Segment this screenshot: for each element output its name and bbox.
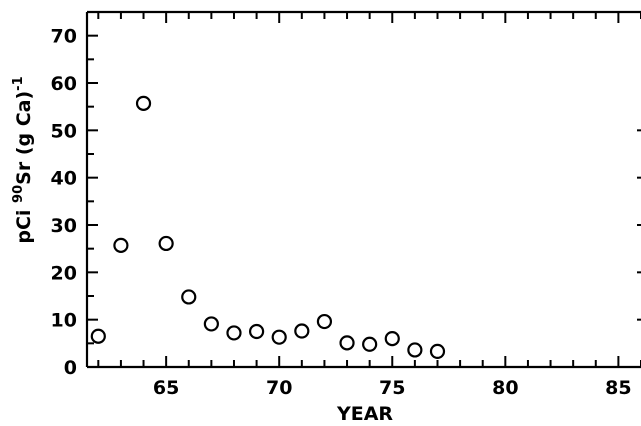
y-tick-label: 30 — [51, 215, 77, 237]
x-axis-title: YEAR — [336, 403, 393, 425]
y-tick-label: 40 — [51, 168, 77, 190]
x-tick-label: 85 — [605, 377, 631, 399]
y-tick-label: 60 — [51, 73, 77, 95]
data-point — [203, 316, 219, 332]
data-point — [429, 343, 446, 359]
x-tick-label: 75 — [379, 377, 405, 399]
data-point — [316, 313, 333, 330]
plot-frame — [85, 10, 641, 369]
data-point — [294, 323, 310, 339]
data-point — [135, 95, 152, 111]
x-tick-label: 70 — [266, 377, 292, 399]
y-title-element: Sr — [13, 161, 35, 185]
data-point — [362, 336, 378, 352]
y-tick-label: 50 — [51, 120, 77, 142]
data-point — [113, 237, 129, 253]
data-point — [226, 325, 242, 341]
data-point — [339, 335, 355, 351]
y-title-exponent: -1 — [11, 76, 26, 90]
data-point — [90, 328, 106, 344]
x-tick-label: 65 — [153, 377, 179, 399]
data-point — [384, 331, 400, 347]
y-title-isotope-mass: 90 — [11, 185, 26, 203]
y-tick-label: 20 — [51, 262, 77, 284]
y-tick-label: 70 — [51, 26, 77, 48]
data-point — [407, 342, 423, 358]
data-points — [90, 95, 446, 359]
tick-labels: 65 70 75 80 85 0 10 20 30 40 50 60 70 — [51, 26, 632, 399]
y-title-prefix: pCi — [13, 203, 35, 244]
x-tick-label: 80 — [492, 377, 518, 399]
y-tick-label: 0 — [64, 357, 77, 379]
data-point — [248, 323, 265, 340]
data-point — [158, 235, 174, 252]
data-point — [271, 329, 287, 345]
y-tick-label: 10 — [51, 310, 77, 332]
y-axis-title: pCi 90Sr (g Ca)-1 — [11, 76, 35, 243]
y-title-suffix: (g Ca) — [13, 91, 35, 162]
axis-ticks — [87, 11, 641, 368]
data-point — [181, 289, 197, 305]
